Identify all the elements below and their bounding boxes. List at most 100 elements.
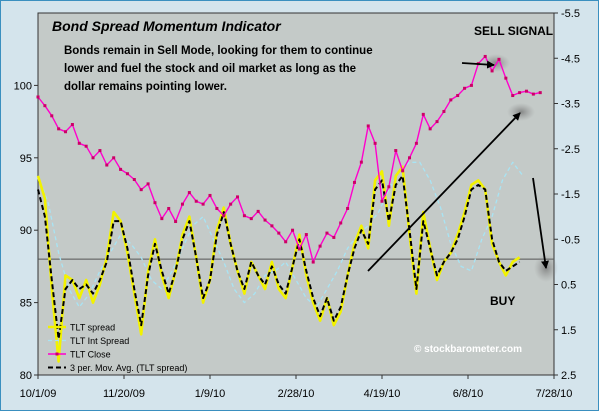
- y-right-tick-label: 2.5: [561, 370, 576, 382]
- data-point: [256, 209, 260, 213]
- data-point: [119, 167, 123, 171]
- data-point: [57, 127, 61, 131]
- data-point: [352, 180, 356, 184]
- annotation-text: Bonds remain in Sell Mode, looking for t…: [64, 45, 373, 93]
- data-point: [380, 199, 384, 203]
- x-tick-label: 1/9/10: [195, 388, 226, 400]
- y-right-tick-label: -1.5: [561, 189, 580, 201]
- data-point: [139, 188, 143, 192]
- data-point: [394, 149, 398, 153]
- data-point: [332, 235, 336, 239]
- data-point: [84, 144, 88, 148]
- series-line-tlt-spread: [36, 165, 521, 363]
- y-right-tick-label: 0.5: [561, 280, 576, 292]
- x-tick-label: 11/20/09: [103, 388, 145, 400]
- data-point: [291, 228, 295, 232]
- data-point: [70, 122, 74, 126]
- data-point: [98, 149, 102, 153]
- data-point: [270, 224, 274, 228]
- data-point: [387, 185, 391, 189]
- watermark: © stockbarometer.com: [414, 344, 522, 355]
- data-point: [497, 57, 501, 61]
- data-point: [201, 202, 205, 206]
- legend-label: 3 per. Mov. Avg. (TLT spread): [70, 363, 187, 373]
- legend: TLT spread TLT Int Spread TLT Close 3 per. …: [48, 323, 187, 373]
- legend-label: TLT Close: [70, 350, 111, 360]
- series-line-3-per-mov-avg-tlt-spread-: [37, 174, 521, 340]
- y-left-tick-label: 90: [20, 225, 32, 237]
- data-point: [428, 127, 432, 131]
- data-point: [531, 92, 535, 96]
- data-point: [463, 86, 467, 90]
- data-point: [153, 201, 157, 205]
- data-point: [187, 191, 191, 195]
- x-tick-label: 4/19/10: [364, 388, 401, 400]
- data-point: [105, 163, 109, 167]
- y-right-tick-label: -3.5: [561, 99, 580, 111]
- y-right-tick-label: 1.5: [561, 325, 576, 337]
- data-point: [132, 178, 136, 182]
- data-point: [263, 218, 267, 222]
- data-point: [346, 206, 350, 210]
- data-point: [284, 240, 288, 244]
- data-point: [504, 76, 508, 80]
- data-point: [160, 217, 164, 221]
- data-point: [112, 156, 116, 160]
- data-point: [311, 260, 315, 264]
- data-point: [511, 94, 515, 98]
- data-point: [421, 112, 425, 116]
- x-tick-label: 6/8/10: [453, 388, 484, 400]
- data-point: [339, 221, 343, 225]
- sell-arrow: [461, 60, 495, 69]
- data-point: [325, 231, 329, 235]
- data-point: [359, 160, 363, 164]
- y-right-tick-label: -5.5: [561, 8, 580, 20]
- data-point: [401, 169, 405, 173]
- data-point: [77, 141, 81, 145]
- data-point: [64, 130, 68, 134]
- data-point: [194, 199, 198, 203]
- data-point: [277, 231, 281, 235]
- data-point: [490, 69, 494, 73]
- data-point: [229, 202, 233, 206]
- x-tick-label: 7/28/10: [536, 388, 573, 400]
- data-point: [414, 141, 418, 145]
- data-point: [366, 124, 370, 128]
- data-point: [180, 202, 184, 206]
- chart-title: Bond Spread Momentum Indicator: [52, 18, 282, 34]
- y-left-tick-label: 95: [20, 153, 32, 165]
- buy-label: BUY: [490, 294, 515, 308]
- downtrend-arrow: [532, 177, 549, 269]
- data-point: [373, 141, 377, 145]
- data-point: [236, 195, 240, 199]
- data-point: [91, 156, 95, 160]
- arrows: [367, 60, 549, 272]
- data-point: [125, 172, 129, 176]
- sell-signal-label: SELL SIGNAL: [474, 24, 553, 38]
- y-left-tick-label: 100: [14, 80, 32, 92]
- arrow-top-glow: [507, 103, 535, 121]
- x-tick-label: 10/1/09: [20, 388, 57, 400]
- data-point: [50, 114, 54, 118]
- data-point: [36, 95, 40, 99]
- x-tick-label: 2/28/10: [278, 388, 315, 400]
- legend-label: TLT Int Spread: [70, 336, 129, 346]
- data-point: [483, 54, 487, 58]
- legend-label: TLT spread: [70, 323, 115, 333]
- series-layer: [36, 54, 542, 363]
- data-point: [222, 214, 226, 218]
- data-point: [208, 193, 212, 197]
- y-right-tick-label: -2.5: [561, 144, 580, 156]
- y-left-tick-label: 85: [20, 298, 32, 310]
- data-point: [242, 214, 246, 218]
- data-point: [456, 94, 460, 98]
- data-point: [469, 83, 473, 87]
- data-point: [435, 120, 439, 124]
- data-point: [442, 109, 446, 113]
- data-point: [304, 233, 308, 237]
- data-point: [297, 247, 301, 251]
- data-point: [146, 182, 150, 186]
- data-point: [524, 89, 528, 93]
- data-point: [449, 98, 453, 102]
